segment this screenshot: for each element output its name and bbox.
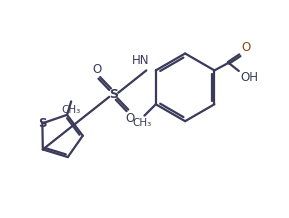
Text: HN: HN <box>132 54 150 67</box>
Text: S: S <box>109 88 118 101</box>
Text: CH₃: CH₃ <box>62 105 81 115</box>
Text: O: O <box>92 63 102 76</box>
Text: CH₃: CH₃ <box>133 118 152 128</box>
Text: OH: OH <box>240 72 258 85</box>
Text: S: S <box>38 117 47 130</box>
Text: O: O <box>241 41 250 54</box>
Text: O: O <box>125 112 134 125</box>
